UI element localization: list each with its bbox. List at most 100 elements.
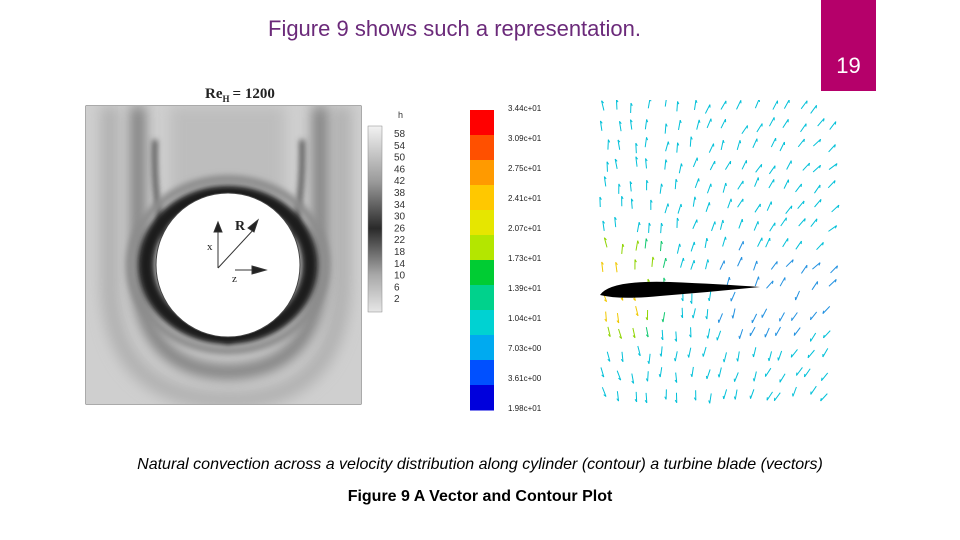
velocity-vector (765, 367, 772, 377)
velocity-vector (601, 100, 605, 111)
velocity-vector (769, 222, 776, 232)
velocity-vector-head (631, 380, 635, 384)
velocity-vector (764, 327, 770, 338)
velocity-vector (607, 326, 611, 337)
colorbar-segment (470, 185, 494, 211)
velocity-vector (814, 184, 821, 194)
velocity-vector (675, 372, 678, 383)
velocity-vector-head (635, 142, 638, 146)
velocity-vector (662, 257, 667, 268)
velocity-vector-head (619, 336, 622, 339)
velocity-vector (786, 160, 792, 170)
greyscale-legend-value: 34 (394, 200, 406, 211)
velocity-vector (812, 138, 821, 147)
velocity-vector (674, 351, 678, 362)
velocity-vector (756, 123, 763, 133)
velocity-vector-head (836, 265, 838, 269)
velocity-vector (754, 276, 759, 287)
velocity-vector (645, 392, 648, 403)
velocity-vector (635, 156, 638, 167)
velocity-vector-head (691, 315, 694, 319)
axis-label-z: z (232, 273, 237, 285)
velocity-vector (741, 160, 747, 170)
velocity-vector (704, 238, 708, 249)
velocity-vector-head (707, 259, 710, 263)
velocity-vector-head (706, 237, 709, 242)
colorbar-segment (470, 335, 494, 361)
velocity-vector-head (601, 261, 604, 265)
velocity-vector (660, 223, 662, 234)
reynolds-label: ReH = 1200 (205, 86, 275, 104)
velocity-vector-head (660, 240, 663, 245)
velocity-vector (802, 162, 810, 171)
velocity-vector-head (807, 354, 810, 358)
velocity-vector-head (646, 179, 649, 184)
velocity-vector (676, 101, 679, 112)
velocity-vector (664, 123, 667, 134)
velocity-vector (783, 100, 790, 109)
velocity-vector (734, 389, 738, 400)
velocity-vector-head (601, 374, 605, 378)
figure-title: Figure 9 A Vector and Contour Plot (347, 488, 613, 505)
velocity-vector-head (616, 320, 620, 324)
velocity-vector-head (717, 374, 720, 378)
velocity-vector (753, 347, 757, 358)
velocity-vector-head (619, 121, 622, 125)
velocity-vector (734, 372, 739, 382)
velocity-vector (605, 311, 607, 322)
velocity-vector (615, 262, 618, 273)
velocity-vector-head (606, 161, 610, 165)
velocity-vector-head (681, 298, 684, 302)
velocity-vector (678, 163, 682, 174)
velocity-vector (621, 351, 624, 362)
velocity-vector (722, 236, 726, 247)
velocity-vector-head (652, 256, 655, 260)
velocity-vector (599, 120, 603, 131)
colorbar-value: 3.61c+00 (508, 374, 542, 383)
velocity-vector-head (629, 181, 633, 185)
velocity-vector (709, 160, 716, 171)
velocity-vector (812, 262, 821, 270)
axis-markers (213, 218, 268, 275)
velocity-vector (693, 100, 697, 110)
greyscale-legend-value: 50 (394, 153, 406, 164)
velocity-vector (779, 373, 786, 383)
velocity-vector (723, 352, 727, 363)
velocity-vector (708, 143, 714, 153)
velocity-vector-head (603, 394, 607, 397)
velocity-vector-head (618, 183, 621, 187)
velocity-vector (757, 237, 763, 247)
velocity-vector (680, 257, 684, 268)
velocity-vector-head (822, 334, 825, 339)
velocity-vector (696, 119, 700, 130)
velocity-vector-head (607, 334, 611, 337)
colorbar-segment (470, 360, 494, 386)
velocity-vector-head (648, 222, 651, 226)
velocity-vector (774, 392, 781, 402)
velocity-vector-head (638, 222, 641, 226)
velocity-vector (752, 138, 758, 149)
velocity-vector-head (820, 397, 822, 402)
velocity-vector-head (756, 260, 758, 264)
velocity-vector-head (615, 262, 618, 266)
velocity-vector-head (616, 100, 619, 103)
velocity-vector (753, 221, 759, 231)
velocity-vector (766, 201, 772, 211)
velocity-vector (716, 330, 722, 341)
velocity-vector (636, 222, 640, 233)
velocity-vector-head (682, 257, 685, 262)
velocity-vector-head (660, 337, 664, 341)
velocity-vector-head (658, 374, 661, 378)
velocity-vector (737, 351, 740, 362)
velocity-vector-head (650, 100, 652, 102)
velocity-vector (770, 137, 777, 148)
velocity-vector-head (607, 358, 611, 362)
velocity-vector (635, 305, 639, 316)
velocity-vector (647, 100, 651, 109)
velocity-vector (766, 391, 773, 401)
velocity-vector (831, 204, 840, 213)
velocity-vector (751, 313, 758, 324)
velocity-vector-head (722, 359, 725, 363)
velocity-vector (768, 179, 775, 189)
velocity-vector-head (646, 137, 649, 141)
